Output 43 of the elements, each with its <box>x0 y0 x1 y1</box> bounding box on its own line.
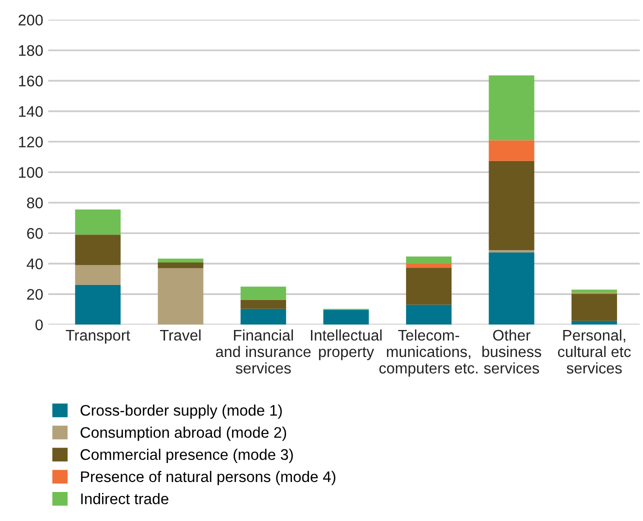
bar <box>488 160 534 250</box>
bar <box>406 268 452 305</box>
bar <box>75 284 121 325</box>
y-tick-label: 60 <box>27 228 43 239</box>
bar <box>158 262 204 268</box>
bar <box>488 252 534 325</box>
bar <box>240 308 286 325</box>
bar <box>406 263 452 268</box>
bar <box>240 286 286 300</box>
bar <box>406 304 452 325</box>
bar <box>75 210 121 235</box>
x-tick-label: Other business services <box>482 329 542 374</box>
legend-label: Cross-border supply (mode 1) <box>80 404 282 419</box>
y-tick-label: 80 <box>27 198 43 208</box>
bar <box>75 265 121 285</box>
y-tick-label: 180 <box>19 45 43 56</box>
bar <box>572 294 618 321</box>
legend-label: Consumption abroad (mode 2) <box>80 426 286 441</box>
bar <box>488 75 534 140</box>
y-tick-label: 40 <box>26 258 43 270</box>
bar <box>406 256 452 264</box>
x-tick-label: Personal, cultural etc services <box>558 329 631 374</box>
y-tick-label: 120 <box>19 136 43 148</box>
legend-label: Presence of natural persons (mode 4) <box>81 470 336 486</box>
bar <box>572 320 618 325</box>
x-tick-label: Travel <box>160 329 201 341</box>
x-tick-label: Transport <box>66 330 130 344</box>
y-tick-label: 20 <box>27 288 43 300</box>
bar <box>75 234 121 266</box>
bar <box>158 268 204 325</box>
bar <box>488 140 534 161</box>
legend-label: Indirect trade <box>81 493 168 504</box>
y-tick-label: 100 <box>19 167 43 178</box>
bar <box>158 258 204 263</box>
y-tick-label: 160 <box>19 76 43 86</box>
y-tick-label: 200 <box>18 14 43 26</box>
legend-label: Commercial presence (mode 3) <box>80 448 293 464</box>
y-tick-label: 0 <box>35 319 43 330</box>
y-tick-label: 140 <box>19 106 43 117</box>
x-tick-label: Financial and insurance services <box>216 329 311 374</box>
bar <box>323 310 369 325</box>
bar <box>572 290 618 293</box>
bar <box>240 300 286 309</box>
